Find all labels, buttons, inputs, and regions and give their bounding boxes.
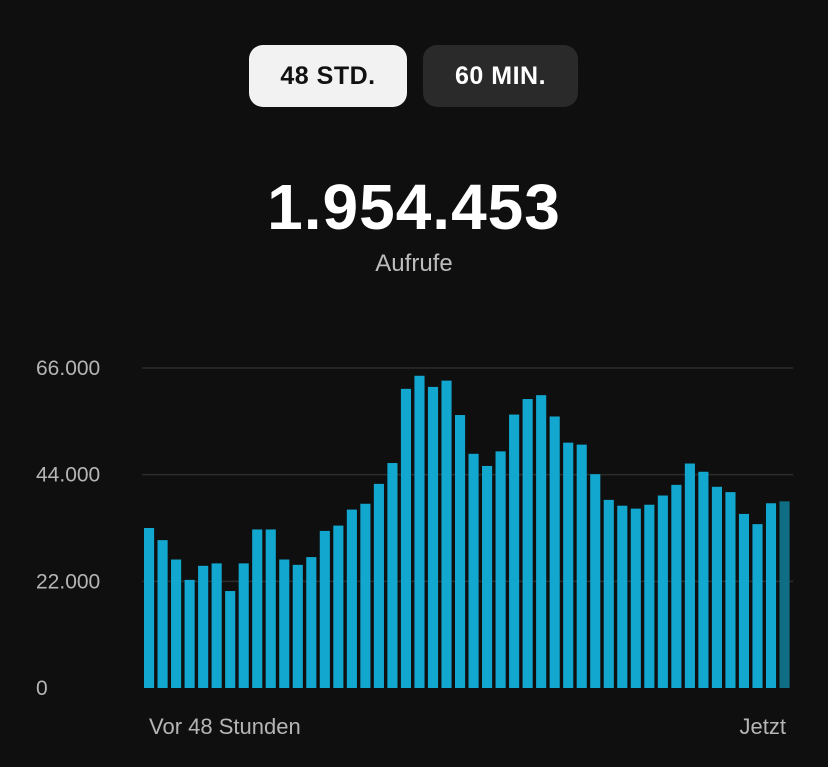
chart-bar[interactable]: [590, 474, 601, 688]
chart-bar[interactable]: [738, 513, 750, 688]
total-views-value: 1.954.453: [267, 171, 561, 243]
chart-bar-current[interactable]: [779, 501, 790, 688]
chart-bar[interactable]: [252, 529, 263, 688]
chart-bar[interactable]: [414, 375, 425, 688]
chart-bar[interactable]: [549, 416, 560, 688]
chart-bar[interactable]: [211, 563, 222, 688]
chart-bar[interactable]: [482, 465, 493, 688]
chart-bar[interactable]: [617, 505, 628, 688]
chart-bar[interactable]: [346, 509, 357, 688]
chart-bar[interactable]: [157, 540, 168, 688]
chart-bars: [144, 375, 790, 688]
chart-bar[interactable]: [198, 565, 209, 688]
y-axis-ticks: 0 22.000 44.000 66.000: [36, 357, 100, 700]
chart-bar[interactable]: [576, 444, 587, 688]
chart-bar[interactable]: [644, 504, 655, 688]
chart-bar[interactable]: [454, 415, 466, 688]
chart-bar[interactable]: [752, 524, 763, 688]
chart-bar[interactable]: [360, 503, 371, 688]
x-end-label: Jetzt: [739, 714, 786, 739]
chart-bar[interactable]: [373, 483, 384, 688]
chart-bar[interactable]: [265, 529, 276, 688]
chart-bar[interactable]: [725, 492, 736, 688]
chart-bar[interactable]: [711, 486, 722, 688]
chart-bar[interactable]: [495, 451, 506, 688]
chart-bar[interactable]: [427, 386, 439, 688]
y-tick-label: 44.000: [36, 464, 100, 487]
chart-bar[interactable]: [400, 388, 412, 688]
chart-bar[interactable]: [563, 442, 574, 688]
chart-bar[interactable]: [225, 591, 236, 688]
y-tick-label: 22.000: [36, 570, 100, 593]
chart-bar[interactable]: [171, 559, 182, 688]
chart-bar[interactable]: [319, 530, 330, 688]
chart-bar[interactable]: [630, 508, 641, 688]
time-range-toggle: 48 STD. 60 MIN.: [249, 45, 578, 107]
chart-bar[interactable]: [765, 503, 777, 688]
chart-bar[interactable]: [684, 463, 695, 688]
chart-bar[interactable]: [333, 525, 344, 688]
chart-bar[interactable]: [536, 395, 547, 688]
chart-bar[interactable]: [387, 463, 398, 688]
chart-bar[interactable]: [468, 453, 479, 688]
chart-bar[interactable]: [441, 380, 452, 688]
chart-grid: [142, 367, 793, 583]
x-start-label: Vor 48 Stunden: [149, 714, 301, 739]
range-60min-button[interactable]: 60 MIN.: [423, 45, 578, 107]
chart-bar[interactable]: [671, 484, 682, 688]
chart-bar[interactable]: [306, 557, 317, 688]
chart-bar[interactable]: [698, 471, 709, 688]
y-tick-label: 66.000: [36, 357, 100, 380]
chart-bar[interactable]: [603, 499, 614, 688]
chart-bar[interactable]: [144, 528, 155, 688]
chart-bar[interactable]: [657, 495, 668, 688]
total-views-label: Aufrufe: [375, 250, 453, 277]
y-tick-label: 0: [36, 677, 48, 700]
chart-bar[interactable]: [292, 564, 303, 688]
chart-bar[interactable]: [509, 414, 520, 688]
chart-bar[interactable]: [238, 563, 249, 688]
range-48h-button[interactable]: 48 STD.: [249, 45, 407, 107]
chart-bar[interactable]: [184, 579, 195, 688]
chart-bar[interactable]: [279, 559, 290, 688]
chart-bar[interactable]: [522, 399, 533, 688]
